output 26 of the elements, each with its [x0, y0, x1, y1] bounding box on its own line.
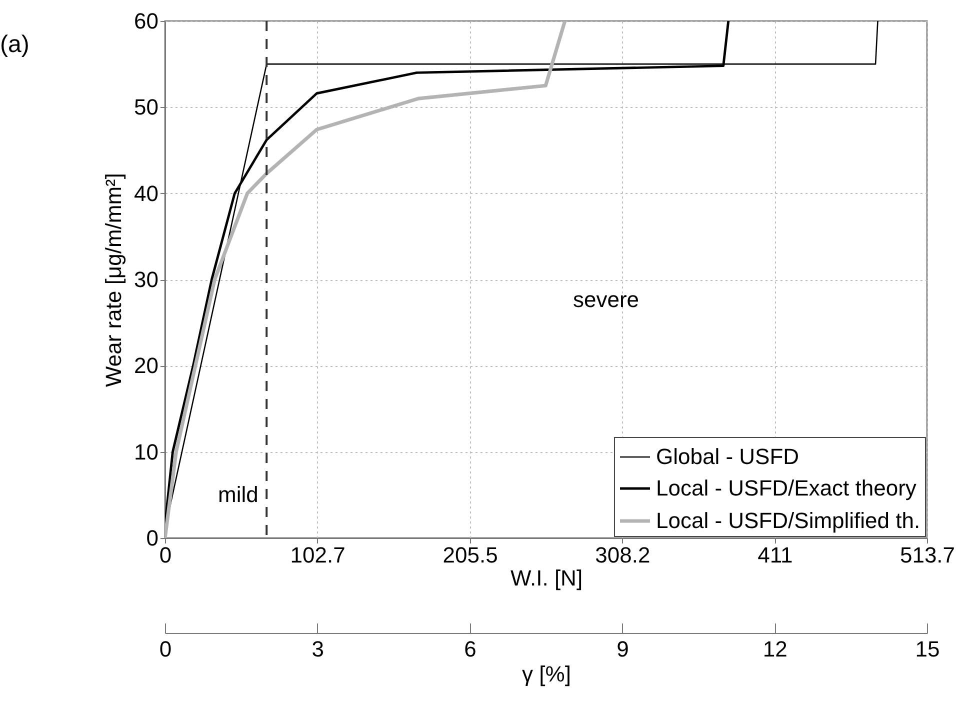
y-axis-title: Wear rate [μg/m/mm²]: [101, 173, 126, 387]
annotation: mild: [218, 482, 258, 507]
y-tick-label: 0: [146, 526, 158, 550]
legend-label: Local - USFD/Exact theory: [656, 476, 916, 500]
x2-tick-label: 9: [616, 636, 629, 662]
y-tick-label: 60: [134, 8, 158, 34]
text: (a): [0, 31, 30, 58]
x-axis-title: W.I. [N]: [510, 566, 583, 590]
annotation: severe: [573, 287, 640, 312]
y-tick-label: 30: [134, 267, 158, 292]
x2-tick-label: 12: [762, 636, 788, 662]
legend-label: Local - USFD/Simplified th.: [656, 508, 920, 533]
y-tick-label: 20: [134, 353, 158, 378]
y-tick-label: 40: [134, 180, 158, 206]
x-tick-label: 308.2: [595, 542, 650, 568]
x2-axis-title: γ [%]: [522, 662, 571, 686]
x2-tick-label: 6: [464, 636, 476, 662]
x-tick-label: 411: [758, 542, 793, 568]
x-tick-label: 513.7: [900, 542, 956, 568]
y-tick-label: 50: [134, 94, 158, 120]
x-tick-label: 102.7: [290, 542, 346, 568]
x2-tick-label: 3: [312, 636, 324, 662]
legend-label: Global - USFD: [656, 444, 800, 469]
y-tick-label: 10: [134, 439, 158, 464]
x2-tick-label: 15: [915, 636, 940, 662]
x-tick-label: 205.5: [442, 542, 498, 568]
